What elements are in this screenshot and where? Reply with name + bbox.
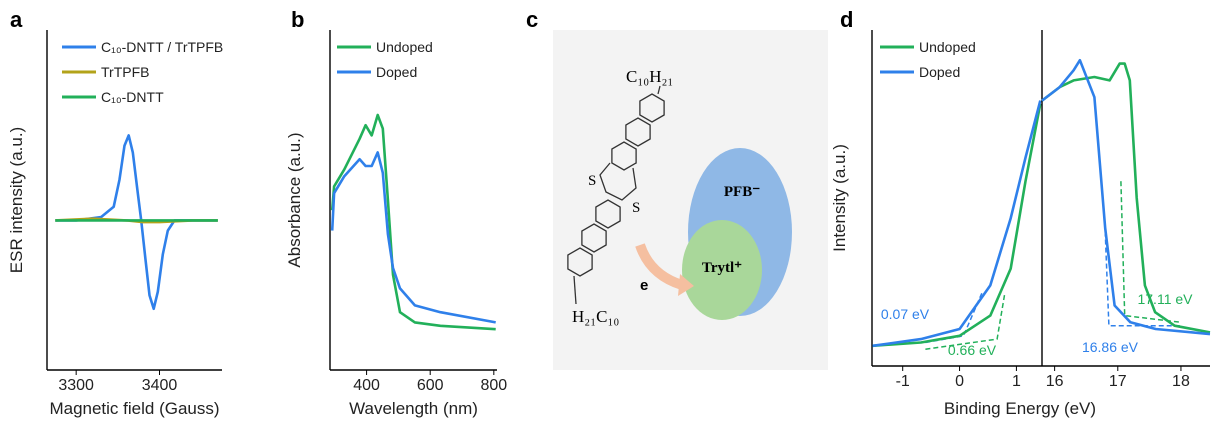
y-axis-label: Intensity (a.u.) (830, 144, 849, 252)
series-line (872, 100, 1042, 348)
ring (611, 141, 637, 171)
x-tick-label: 400 (353, 377, 380, 394)
scheme: C₁₀H₂₁ H₂₁C₁₀ S S PFB⁻ Trytl⁺ e (553, 30, 828, 370)
legend-label: Doped (919, 64, 960, 80)
fit-line (925, 291, 1006, 350)
legend-label: TrTPFB (101, 64, 149, 80)
x-tick-label: 1 (1012, 373, 1021, 390)
ring (581, 223, 607, 253)
series-line (1041, 58, 1211, 336)
x-tick-label: 3300 (58, 377, 94, 394)
y-axis-label: Absorbance (a.u.) (285, 132, 304, 267)
annotation: 0.66 eV (948, 342, 997, 358)
panel-label: c (526, 7, 538, 32)
ring (567, 247, 593, 277)
sulfur-label: S (588, 173, 596, 189)
bond (573, 275, 577, 305)
legend-label: Doped (376, 64, 417, 80)
x-axis-label: Magnetic field (Gauss) (49, 399, 219, 418)
x-tick-label: 3400 (142, 377, 178, 394)
annotation: 0.07 eV (881, 306, 930, 322)
anion-label: PFB⁻ (724, 184, 760, 200)
ring (625, 117, 651, 147)
annotation: 16.86 eV (1082, 339, 1139, 355)
electron-label: e (640, 277, 648, 294)
x-tick-label: 600 (417, 377, 444, 394)
panel-label: d (840, 7, 853, 32)
ring (639, 93, 665, 123)
chain-label: C₁₀H₂₁ (626, 67, 673, 86)
x-tick-label: 18 (1172, 373, 1190, 390)
bond (657, 85, 661, 95)
legend-label: C₁₀-DNTT (101, 89, 164, 105)
ring (599, 162, 637, 201)
series-line (330, 113, 496, 331)
transfer-arrow (635, 243, 684, 290)
legend-label: Undoped (919, 39, 976, 55)
sulfur-label: S (632, 200, 640, 216)
panel-label: a (10, 7, 23, 32)
series-line (872, 103, 1042, 348)
x-tick-label: 16 (1046, 373, 1064, 390)
fit-line (1120, 181, 1181, 324)
x-tick-label: -1 (896, 373, 910, 390)
molecule (567, 85, 665, 305)
x-axis-label: Wavelength (nm) (349, 399, 478, 418)
legend-label: Undoped (376, 39, 433, 55)
x-tick-label: 0 (955, 373, 964, 390)
x-tick-label: 800 (480, 377, 507, 394)
series-line (1041, 62, 1211, 334)
panel-label: b (291, 7, 304, 32)
x-tick-label: 17 (1109, 373, 1127, 390)
cation-label: Trytl⁺ (702, 260, 742, 276)
series-line (330, 151, 496, 324)
y-axis-label: ESR intensity (a.u.) (7, 127, 26, 273)
legend-label: C₁₀-DNTT / TrTPFB (101, 39, 223, 55)
cation-ellipse (682, 220, 762, 320)
annotation: 17.11 eV (1137, 291, 1193, 307)
x-axis-label: Binding Energy (eV) (944, 399, 1096, 418)
transfer-arrowhead (678, 274, 694, 296)
chain-label: H₂₁C₁₀ (572, 307, 619, 326)
ring (595, 199, 621, 229)
